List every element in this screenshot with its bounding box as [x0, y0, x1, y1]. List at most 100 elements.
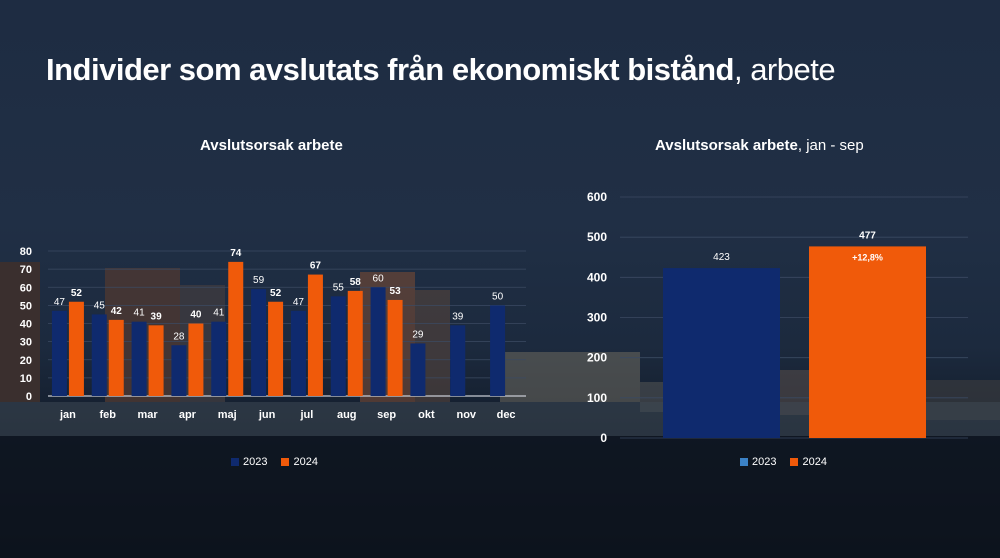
bar-2024 — [228, 261, 244, 396]
data-label-2023: 29 — [412, 329, 424, 340]
x-tick-label: aug — [337, 409, 357, 421]
y-tick-label: 200 — [587, 351, 607, 365]
x-tick-label: feb — [100, 409, 117, 421]
bar-2024 — [148, 325, 164, 396]
x-tick-label: jun — [258, 409, 276, 421]
y-tick-label: 30 — [20, 337, 32, 349]
bar-2023 — [211, 321, 227, 396]
bar-2024 — [387, 299, 403, 396]
data-label-2023: 41 — [134, 308, 146, 319]
x-tick-label: dec — [497, 409, 516, 421]
y-tick-label: 80 — [20, 246, 32, 258]
x-tick-label: maj — [218, 409, 237, 421]
legend-monthly: 2023 2024 — [231, 456, 318, 468]
legend-swatch-2023 — [740, 458, 748, 466]
data-label-2023: 423 — [713, 252, 730, 263]
bar-2024 — [188, 323, 204, 396]
x-tick-label: okt — [418, 409, 435, 421]
y-tick-label: 10 — [20, 373, 32, 385]
data-label-2023: 39 — [452, 311, 464, 322]
data-label-2024: 39 — [151, 311, 163, 322]
bg-water — [0, 436, 1000, 558]
page-title-bold: Individer som avslutats från ekonomiskt … — [46, 52, 734, 87]
legend-item-2024: 2024 — [281, 456, 318, 468]
data-label-2023: 41 — [213, 308, 225, 319]
bar-2023 — [171, 345, 187, 396]
data-label-2024: 58 — [350, 277, 362, 288]
data-label-2023: 45 — [94, 300, 106, 311]
bar-2023 — [410, 343, 426, 396]
x-tick-label: jul — [299, 409, 313, 421]
bar-2024 — [68, 301, 84, 396]
legend-item-2023: 2023 — [740, 456, 776, 468]
data-label-2024: 477 — [859, 230, 876, 241]
y-tick-label: 400 — [587, 270, 607, 284]
bar-2023 — [131, 321, 147, 396]
data-label-2024: 53 — [390, 286, 402, 297]
bar-2024 — [809, 246, 926, 438]
y-tick-label: 600 — [587, 190, 607, 204]
bar-2023 — [450, 325, 466, 396]
chart-title-total: Avslutsorsak arbete, jan - sep — [655, 137, 864, 154]
legend-total: 2023 2024 — [740, 456, 827, 468]
data-label-2024: 67 — [310, 261, 322, 272]
legend-item-2024: 2024 — [790, 456, 827, 468]
legend-swatch-2024 — [281, 458, 290, 466]
y-tick-label: 0 — [600, 431, 607, 445]
x-tick-label: sep — [377, 409, 396, 421]
chart-title-total-main: Avslutsorsak arbete — [655, 137, 798, 154]
page-title: Individer som avslutats från ekonomiskt … — [46, 52, 836, 88]
legend-label-2024: 2024 — [293, 456, 318, 468]
bar-2023 — [330, 296, 346, 396]
x-tick-label: apr — [179, 409, 197, 421]
data-label-2024: 74 — [230, 248, 242, 259]
bar-2023 — [663, 268, 780, 438]
bar-2024 — [307, 274, 323, 396]
bar-2023 — [490, 305, 506, 396]
x-tick-label: nov — [456, 409, 476, 421]
bar-2024 — [347, 290, 363, 396]
y-tick-label: 300 — [587, 311, 607, 325]
data-label-2023: 47 — [293, 297, 305, 308]
bar-2023 — [290, 310, 306, 396]
bg-building — [360, 272, 415, 402]
data-label-2024: 40 — [190, 310, 202, 321]
legend-item-2023: 2023 — [231, 456, 267, 468]
data-label-2023: 50 — [492, 291, 504, 302]
bg-building — [500, 352, 640, 402]
y-tick-label: 500 — [587, 230, 607, 244]
bar-2023 — [251, 289, 267, 396]
data-label-2024: 52 — [71, 288, 83, 299]
legend-swatch-2024 — [790, 458, 799, 466]
data-label-2023: 28 — [173, 331, 185, 342]
legend-swatch-2023 — [231, 458, 239, 466]
data-label-2024: 52 — [270, 288, 282, 299]
data-label-2024: 42 — [111, 306, 123, 317]
x-tick-label: jan — [59, 409, 76, 421]
data-label-2023: 47 — [54, 297, 66, 308]
bar-2023 — [370, 287, 386, 396]
bar-2023 — [91, 314, 107, 396]
change-annotation: +12,8% — [852, 252, 883, 262]
y-tick-label: 100 — [587, 391, 607, 405]
legend-label-2024: 2024 — [802, 456, 827, 468]
y-tick-label: 40 — [20, 319, 32, 331]
data-label-2023: 60 — [373, 273, 385, 284]
data-label-2023: 55 — [333, 282, 345, 293]
chart-title-total-subtitle: , jan - sep — [797, 137, 864, 154]
data-label-2023: 59 — [253, 275, 265, 286]
legend-label-2023: 2023 — [752, 456, 777, 468]
bar-2024 — [268, 301, 284, 396]
y-tick-label: 50 — [20, 300, 32, 312]
y-tick-label: 0 — [26, 391, 32, 403]
bar-2024 — [108, 319, 124, 396]
page-title-rest: , arbete — [733, 52, 836, 87]
y-tick-label: 60 — [20, 282, 32, 294]
y-tick-label: 70 — [20, 264, 32, 276]
x-tick-label: mar — [137, 409, 158, 421]
bar-2023 — [51, 310, 67, 396]
bg-building — [0, 262, 40, 402]
chart-title-monthly: Avslutsorsak arbete — [200, 137, 343, 154]
